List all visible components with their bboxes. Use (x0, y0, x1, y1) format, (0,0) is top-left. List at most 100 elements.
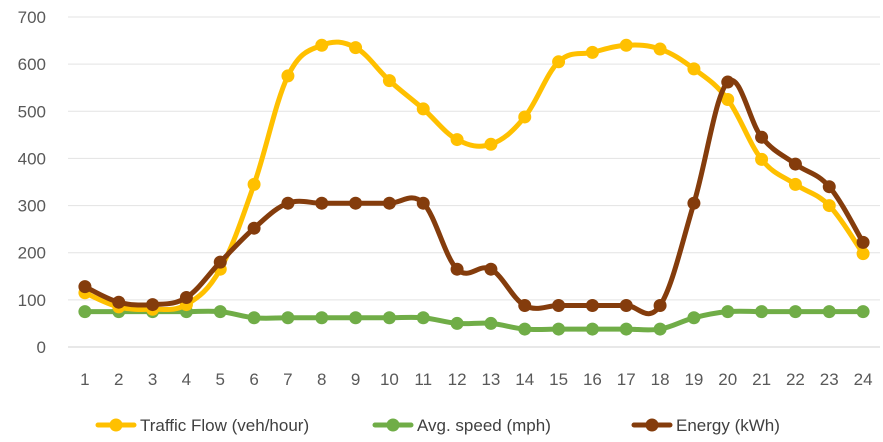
data-point (619, 38, 633, 52)
data-point (721, 305, 735, 319)
data-point (788, 157, 802, 171)
series-line (82, 77, 866, 317)
data-point (349, 311, 363, 325)
series-avg-speed-mph (78, 305, 870, 336)
y-tick-label: 100 (18, 291, 46, 310)
data-point (518, 299, 532, 313)
data-point (585, 299, 599, 313)
data-point (450, 316, 464, 330)
data-point (687, 62, 701, 76)
data-point (788, 177, 802, 191)
data-point (450, 133, 464, 147)
x-tick-label: 18 (651, 370, 670, 389)
data-point (687, 196, 701, 210)
data-point (721, 93, 735, 106)
x-tick-label: 8 (317, 370, 326, 389)
x-tick-label: 10 (380, 370, 399, 389)
data-point (755, 152, 769, 166)
x-tick-label: 21 (752, 370, 771, 389)
data-point (382, 74, 396, 88)
data-point (653, 299, 667, 313)
y-tick-label: 200 (18, 244, 46, 263)
x-tick-label: 17 (617, 370, 636, 389)
data-point (755, 305, 769, 319)
data-point (281, 311, 295, 325)
data-point (822, 199, 836, 213)
data-point (484, 137, 498, 151)
data-point (552, 55, 566, 69)
x-axis-ticks: 1 2 3 4 5 6 7 8 9 10 11 12 13 14 15 16 17 18 19 20 21 22 23 24 (80, 370, 872, 389)
data-point (247, 177, 261, 191)
series-group (78, 38, 870, 336)
x-tick-label: 23 (820, 370, 839, 389)
data-point (146, 298, 160, 312)
y-tick-label: 400 (18, 149, 46, 168)
x-tick-label: 7 (283, 370, 292, 389)
data-point (788, 305, 802, 319)
y-tick-label: 500 (18, 102, 46, 121)
data-point (78, 305, 92, 319)
legend-item: Energy (kWh) (631, 416, 780, 435)
data-point (78, 280, 92, 294)
data-point (518, 322, 532, 336)
legend-label: Avg. speed (mph) (417, 416, 551, 435)
data-point (484, 262, 498, 276)
data-point (247, 221, 261, 235)
x-tick-label: 24 (854, 370, 873, 389)
y-tick-label: 600 (18, 55, 46, 74)
x-tick-label: 3 (148, 370, 157, 389)
x-tick-label: 19 (684, 370, 703, 389)
x-tick-label: 20 (718, 370, 737, 389)
data-point (213, 305, 227, 319)
x-tick-label: 4 (182, 370, 191, 389)
data-point (653, 42, 667, 56)
data-point (585, 45, 599, 59)
y-tick-label: 0 (37, 338, 46, 357)
data-point (179, 291, 193, 304)
data-point (315, 196, 329, 210)
x-tick-label: 16 (583, 370, 602, 389)
data-point (450, 262, 464, 276)
data-point (856, 305, 870, 319)
legend-marker (109, 418, 123, 432)
x-tick-label: 22 (786, 370, 805, 389)
series-line (82, 308, 866, 333)
legend-marker (386, 418, 400, 432)
data-point (619, 322, 633, 336)
data-point (112, 295, 126, 309)
legend: Traffic Flow (veh/hour) Avg. speed (mph) E… (95, 416, 780, 435)
x-tick-label: 11 (414, 370, 432, 389)
data-point (315, 311, 329, 325)
data-point (416, 311, 430, 325)
data-point (687, 311, 701, 325)
data-point (822, 305, 836, 319)
series-energy-kwh (78, 75, 870, 317)
legend-label: Energy (kWh) (676, 416, 780, 435)
data-point (755, 130, 769, 144)
data-point (247, 311, 261, 325)
data-point (416, 102, 430, 116)
data-point (349, 41, 363, 55)
x-tick-label: 14 (515, 370, 534, 389)
x-tick-label: 2 (114, 370, 123, 389)
legend-label: Traffic Flow (veh/hour) (140, 416, 309, 435)
data-point (349, 196, 363, 210)
y-tick-label: 300 (18, 197, 46, 216)
data-point (552, 299, 566, 313)
legend-item: Traffic Flow (veh/hour) (95, 416, 309, 435)
data-point (281, 196, 295, 210)
y-tick-label: 700 (18, 8, 46, 27)
series-traffic-flow-veh-hour (78, 38, 870, 316)
data-point (822, 180, 836, 194)
grid (68, 16, 880, 348)
y-axis-ticks: 0 100 200 300 400 500 600 700 (18, 8, 46, 357)
x-tick-label: 5 (216, 370, 225, 389)
data-point (213, 255, 227, 269)
data-point (484, 316, 498, 330)
data-point (315, 38, 329, 52)
data-point (721, 75, 735, 89)
data-point (518, 110, 532, 124)
x-tick-label: 1 (80, 370, 89, 389)
data-point (382, 196, 396, 210)
